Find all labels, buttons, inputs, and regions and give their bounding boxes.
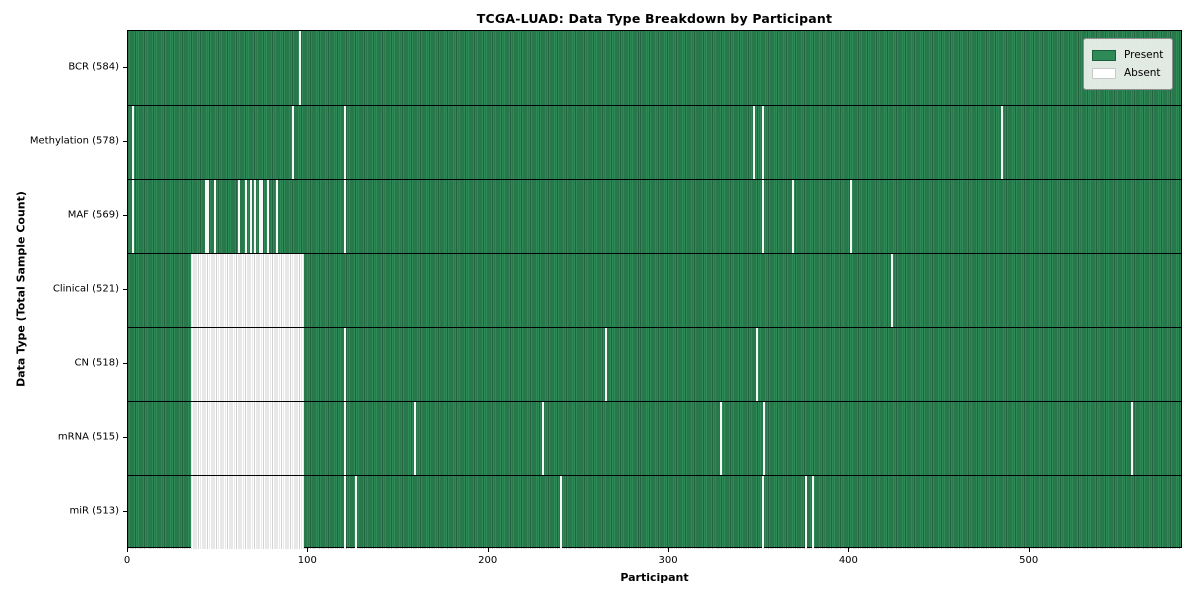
y-tick-mark (123, 511, 127, 512)
y-tick-label-mir: miR (513) (69, 505, 119, 517)
absent-mark (131, 105, 134, 179)
absent-mark (131, 179, 134, 253)
absent-mark (291, 105, 294, 179)
x-tick-label-200: 200 (478, 555, 498, 566)
absent-mark (299, 31, 301, 105)
absent-block-stripes (191, 475, 305, 549)
heatmap-row-cn (128, 327, 1181, 401)
x-axis-label: Participant (620, 571, 689, 584)
absent-mark (804, 475, 807, 549)
y-tick-mark (123, 437, 127, 438)
absent-mark (214, 179, 217, 253)
absent-mark (761, 179, 764, 253)
legend-entry-absent: Absent (1092, 65, 1164, 81)
absent-mark (1001, 105, 1003, 179)
y-tick-label-maf: MAF (569) (67, 209, 119, 221)
absent-mark (414, 401, 417, 475)
absent-block (191, 475, 305, 549)
absent-block-stripes (191, 253, 305, 327)
absent-mark (207, 179, 210, 253)
x-tick-mark (1028, 548, 1030, 552)
absent-mark (237, 179, 240, 253)
y-tick-mark (123, 215, 127, 216)
heatmap-row-clinical (128, 253, 1181, 327)
absent-block-stripes (191, 327, 305, 401)
y-tick-label-methylation: Methylation (578) (29, 135, 119, 147)
y-tick-label-cn: CN (518) (74, 357, 119, 369)
absent-mark (849, 179, 852, 253)
x-tick-mark (487, 548, 489, 552)
absent-mark (812, 475, 814, 549)
legend-swatch-present (1092, 49, 1116, 61)
row-separator (128, 105, 1181, 106)
row-separator (128, 327, 1181, 328)
absent-mark (344, 475, 346, 549)
plot-area (127, 30, 1182, 549)
heatmap-row-maf (128, 179, 1181, 253)
absent-mark (542, 401, 544, 475)
y-tick-mark (123, 363, 127, 364)
absent-mark (344, 327, 346, 401)
legend-label-present: Present (1124, 48, 1164, 61)
absent-mark (205, 179, 208, 253)
absent-mark (250, 179, 253, 253)
x-tick-label-500: 500 (1019, 555, 1039, 566)
x-tick-mark (668, 548, 670, 552)
absent-mark (763, 401, 766, 475)
absent-mark (752, 105, 755, 179)
y-tick-mark (123, 289, 127, 290)
legend-label-absent: Absent (1124, 66, 1161, 79)
absent-mark (254, 179, 256, 253)
absent-mark (261, 179, 264, 253)
y-tick-label-bcr: BCR (584) (68, 61, 119, 73)
absent-mark (344, 105, 346, 179)
absent-mark (266, 179, 269, 253)
heatmap-row-methylation (128, 105, 1181, 179)
absent-mark (275, 179, 278, 253)
chart-title: TCGA-LUAD: Data Type Breakdown by Partic… (476, 11, 833, 26)
absent-mark (344, 179, 346, 253)
absent-mark (605, 327, 607, 401)
absent-mark (354, 475, 357, 549)
heatmap-row-bcr (128, 31, 1181, 105)
x-tick-mark (307, 548, 309, 552)
legend-entry-present: Present (1092, 47, 1164, 63)
absent-mark (792, 179, 795, 253)
x-tick-label-100: 100 (297, 555, 317, 566)
y-tick-mark (123, 67, 127, 68)
absent-mark (761, 105, 764, 179)
y-tick-label-mrna: mRNA (515) (57, 431, 119, 443)
absent-mark (245, 179, 247, 253)
row-separator (128, 253, 1181, 254)
y-tick-label-clinical: Clinical (521) (52, 283, 119, 295)
x-tick-label-400: 400 (838, 555, 858, 566)
absent-mark (756, 327, 759, 401)
x-tick-label-300: 300 (658, 555, 678, 566)
legend-swatch-absent (1092, 67, 1116, 79)
absent-mark (259, 179, 262, 253)
row-separator (128, 401, 1181, 402)
row-separator (128, 179, 1181, 180)
row-separator (128, 475, 1181, 476)
absent-mark (891, 253, 894, 327)
x-tick-mark (127, 548, 128, 552)
absent-mark (344, 401, 346, 475)
absent-block (191, 327, 305, 401)
absent-mark (560, 475, 562, 549)
x-tick-label-0: 0 (123, 555, 131, 566)
absent-block (191, 253, 305, 327)
x-tick-mark (848, 548, 850, 552)
absent-block (191, 401, 305, 475)
absent-mark (761, 475, 764, 549)
heatmap-row-mrna (128, 401, 1181, 475)
absent-block-stripes (191, 401, 305, 475)
heatmap-row-mir (128, 475, 1181, 549)
absent-mark (720, 401, 723, 475)
y-tick-mark (123, 141, 127, 142)
absent-mark (1130, 401, 1133, 475)
legend: Present Absent (1083, 38, 1173, 90)
